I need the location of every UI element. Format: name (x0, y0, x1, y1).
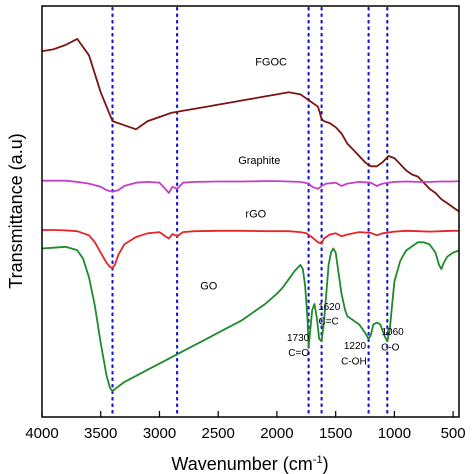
series-label-graphite: Graphite (238, 155, 280, 167)
series-label-rgo: rGO (245, 209, 266, 221)
x-axis-title-superscript: -1 (313, 454, 323, 466)
peak-annotation-3: C=C (318, 317, 338, 328)
series-line-go (41, 241, 460, 392)
x-axis-title: Wavenumber (cm-1) (171, 454, 328, 474)
series-label-fgoc: FGOC (255, 57, 287, 69)
peak-annotation-4: 1220 (344, 341, 367, 352)
x-axis-ticks: 4000 3500 3000 2500 2000 1500 1000 500 (25, 411, 466, 442)
peak-annotation-6: 1060 (381, 327, 404, 338)
peak-annotation-5: C-OH (341, 356, 367, 367)
peak-annotation-2: 1620 (318, 302, 341, 313)
x-axis-title-main: Wavenumber (cm (171, 454, 312, 474)
y-axis-title: Transmittance (a.u) (6, 133, 26, 288)
x-tick-label-500: 500 (441, 425, 466, 442)
x-axis-title-close: ) (323, 454, 329, 474)
x-tick-label-2500: 2500 (202, 425, 235, 442)
series-line-graphite (42, 179, 460, 194)
x-tick-label-3000: 3000 (143, 425, 176, 442)
series-label-go: GO (200, 281, 218, 293)
peak-annotation-1: C=O (288, 348, 309, 359)
x-tick-label-3500: 3500 (84, 425, 117, 442)
x-tick-label-1500: 1500 (319, 425, 352, 442)
x-tick-label-2000: 2000 (260, 425, 293, 442)
x-tick-label-4000: 4000 (25, 425, 58, 442)
x-tick-label-1000: 1000 (378, 425, 411, 442)
series-layer (41, 38, 460, 392)
peak-annotation-0: 1730 (287, 333, 310, 344)
series-line-rgo (42, 229, 459, 269)
peak-annotation-7: C-O (381, 342, 400, 353)
plot-frame (41, 5, 460, 418)
labels-layer: FGOC Graphite rGO GO 1730 C=O 1620 C=C 1220 C-OH 1… (200, 57, 404, 368)
series-line-fgoc (41, 38, 460, 213)
